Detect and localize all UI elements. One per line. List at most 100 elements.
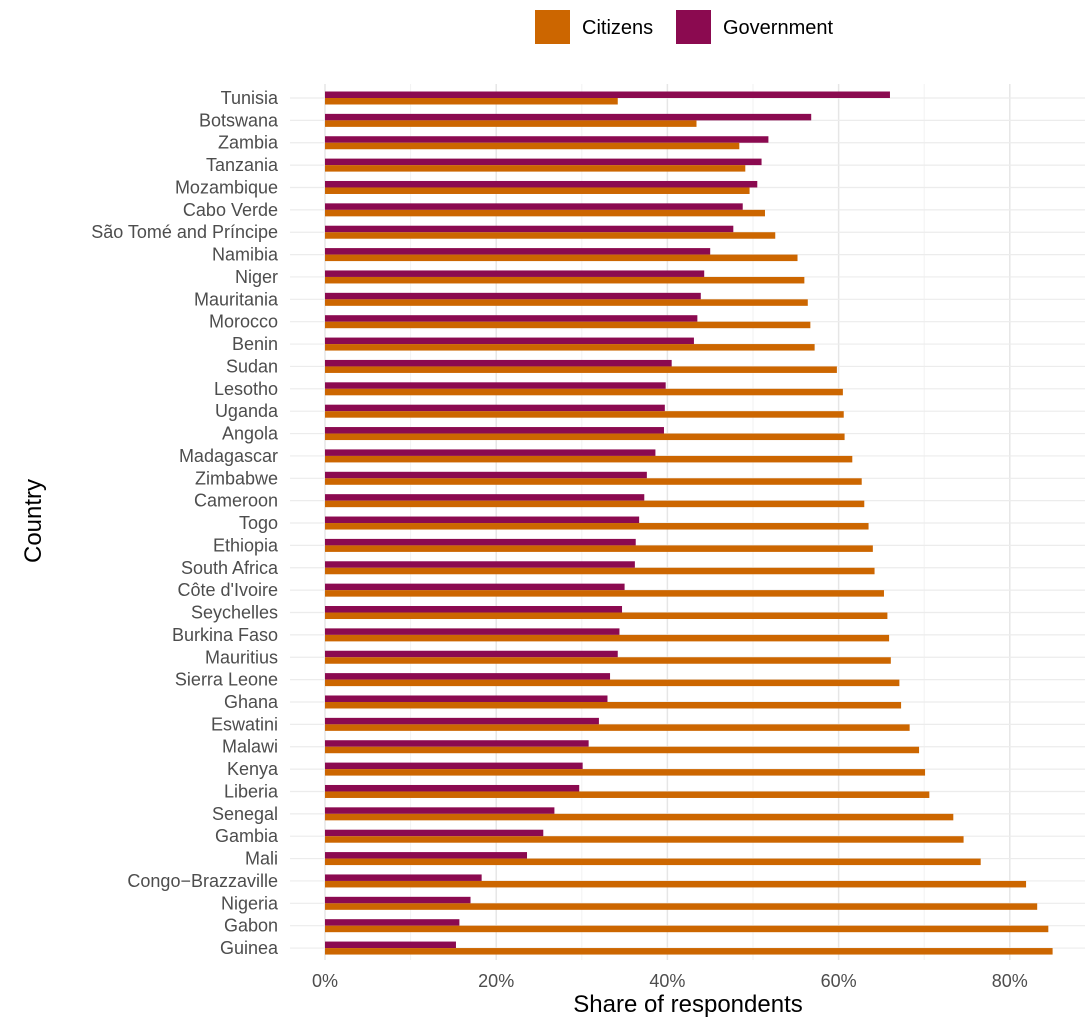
bar-citizens [325,567,875,575]
bar-government [325,896,471,904]
y-tick-label: Senegal [212,804,278,824]
bar-government [325,695,608,702]
bar-citizens [325,366,837,373]
y-tick-label: Madagascar [179,446,278,466]
bar-government [325,203,743,210]
bar-government [325,919,460,926]
x-tick-labels: 0% 20% 40% 60% 80% [312,971,1028,991]
bar-citizens [325,634,890,642]
legend: Citizens Government [535,10,833,44]
legend-label-citizens: Citizens [582,17,653,39]
bar-citizens [325,523,869,530]
y-tick-label: Sudan [226,356,278,376]
bar-citizens [325,455,853,463]
bar-government [325,784,580,792]
bar-government [325,449,656,456]
y-tick-label: Sierra Leone [175,670,278,690]
y-tick-label: Gambia [215,826,279,846]
bar-citizens [325,98,618,105]
bar-government [325,583,625,591]
bar-government [325,359,672,367]
legend-swatch-government [676,10,711,44]
bar-citizens [325,769,926,776]
bar-citizens [325,701,902,709]
bar-citizens [325,948,1053,955]
bar-citizens [325,232,776,239]
bar-citizens [325,679,900,687]
bar-government [325,717,599,725]
bar-government [325,91,890,98]
bar-citizens [325,545,873,552]
y-tick-label: Uganda [215,401,279,421]
bar-citizens [325,836,964,843]
y-tick-label: Benin [232,334,278,354]
bar-government [325,136,769,143]
y-tick-label: Guinea [220,938,279,958]
bar-government [325,561,635,568]
bar-government [325,628,620,635]
x-axis-title: Share of respondents [573,991,803,1018]
bar-citizens [325,299,808,306]
bar-citizens [325,880,1027,888]
bar-citizens [325,120,697,127]
y-tick-label: Ethiopia [213,535,279,555]
y-tick-label: Burkina Faso [172,625,278,645]
bar-government [325,874,482,881]
bar-government [325,158,762,166]
bar-government [325,538,636,546]
bar-government [325,494,645,501]
y-tick-label: Ghana [224,692,279,712]
y-tick-label: Namibia [212,245,279,265]
bar-government [325,829,544,837]
bar-citizens [325,500,865,508]
y-tick-label: Côte d'Ivoire [178,580,279,600]
y-tick-label: Mauritius [205,647,278,667]
bar-government [325,650,618,658]
y-tick-label: Togo [239,513,278,533]
y-tick-label: Cabo Verde [183,200,278,220]
bar-citizens [325,478,862,485]
y-tick-label: Zimbabwe [195,468,278,488]
bar-citizens [325,858,981,866]
y-tick-label: Zambia [218,133,279,153]
bar-citizens [325,590,884,597]
bar-government [325,404,665,412]
y-tick-label: Tanzania [206,155,279,175]
bar-citizens [325,791,930,798]
bar-citizens [325,142,740,150]
bar-government [325,337,694,345]
bar-citizens [325,165,746,172]
bar-government [325,113,812,121]
bar-government [325,516,640,524]
bar-government [325,270,705,277]
bar-government [325,225,734,233]
y-tick-label: Seychelles [191,603,278,623]
bar-government [325,180,758,188]
y-tick-label: Angola [222,424,279,444]
y-tick-label: Cameroon [194,491,278,511]
y-tick-label: Botswana [199,110,279,130]
x-tick-label: 20% [478,971,514,991]
bars [325,91,1053,955]
bar-government [325,427,664,434]
bar-citizens [325,612,888,620]
y-tick-label: Congo−Brazzaville [127,871,278,891]
bar-citizens [325,746,920,754]
y-axis-title: Country [20,479,47,563]
bar-government [325,292,701,300]
y-tick-label: Nigeria [221,893,279,913]
bar-citizens [325,388,843,396]
y-tick-label: Liberia [224,781,279,801]
y-tick-label: Mozambique [175,177,278,197]
bar-citizens [325,209,765,217]
bar-government [325,807,555,814]
bar-citizens [325,344,815,351]
bar-government [325,762,583,770]
bar-citizens [325,187,750,194]
y-tick-label: Gabon [224,916,278,936]
bar-government [325,606,623,613]
bar-citizens [325,433,845,441]
bar-government [325,673,611,680]
bar-government [325,315,698,322]
